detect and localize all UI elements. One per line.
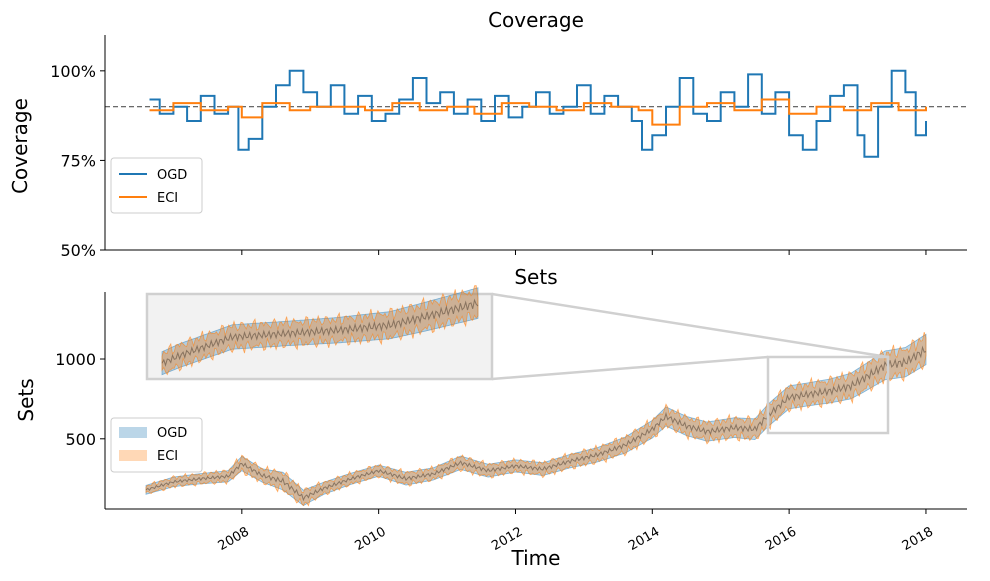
sets-legend-swatch-eci [119, 450, 147, 461]
sets-overlap-line [145, 345, 927, 502]
sets-x-tick-label: 2016 [763, 524, 799, 554]
sets-series [145, 331, 927, 507]
sets-legend: OGD ECI [110, 417, 203, 473]
coverage-legend-label-eci: ECI [157, 191, 178, 206]
coverage-line-ogd [149, 69, 927, 158]
inset-band-eci [161, 285, 479, 376]
coverage-x-ticks [241, 250, 927, 255]
coverage-panel: Coverage Coverage 50% 75% 100% OGD ECI [8, 8, 967, 260]
sets-y-tick-label: 500 [65, 430, 96, 449]
coverage-title: Coverage [488, 8, 584, 32]
sets-y-ticks: 500 1000 [55, 350, 105, 449]
sets-legend-label-eci: ECI [157, 449, 178, 464]
coverage-series [149, 69, 927, 158]
sets-ylabel: Sets [14, 378, 38, 421]
coverage-y-tick-label: 100% [50, 62, 96, 81]
coverage-y-tick-label: 75% [60, 151, 96, 170]
sets-x-tick-label: 2008 [216, 524, 252, 554]
sets-title: Sets [514, 265, 557, 289]
inset-connector-bottom [491, 355, 769, 381]
sets-xlabel: Time [511, 546, 561, 570]
coverage-line-eci [149, 98, 927, 126]
coverage-legend-label-ogd: OGD [157, 168, 187, 183]
sets-band-eci [145, 331, 927, 507]
sets-x-tick-label: 2018 [900, 524, 936, 554]
inset-series [161, 285, 479, 376]
inset-box [145, 292, 494, 381]
inset-source-box [766, 355, 890, 435]
inset-connector-top [491, 292, 889, 359]
coverage-ylabel: Coverage [8, 98, 32, 194]
inset-overlap-line [161, 298, 479, 367]
coverage-y-ticks: 50% 75% 100% [50, 62, 105, 260]
coverage-y-tick-label: 50% [60, 241, 96, 260]
sets-legend-label-ogd: OGD [157, 426, 187, 441]
coverage-legend: OGD ECI [110, 157, 203, 214]
sets-x-tick-label: 2014 [626, 524, 662, 554]
sets-legend-box [110, 417, 203, 473]
sets-legend-swatch-ogd [119, 427, 147, 438]
sets-x-ticks: 2008 2010 2012 2014 2016 2018 [216, 509, 936, 554]
sets-zoom-inset [145, 285, 890, 435]
sets-y-tick-label: 1000 [55, 350, 96, 369]
sets-x-tick-label: 2010 [352, 524, 388, 554]
coverage-legend-box [110, 157, 203, 214]
